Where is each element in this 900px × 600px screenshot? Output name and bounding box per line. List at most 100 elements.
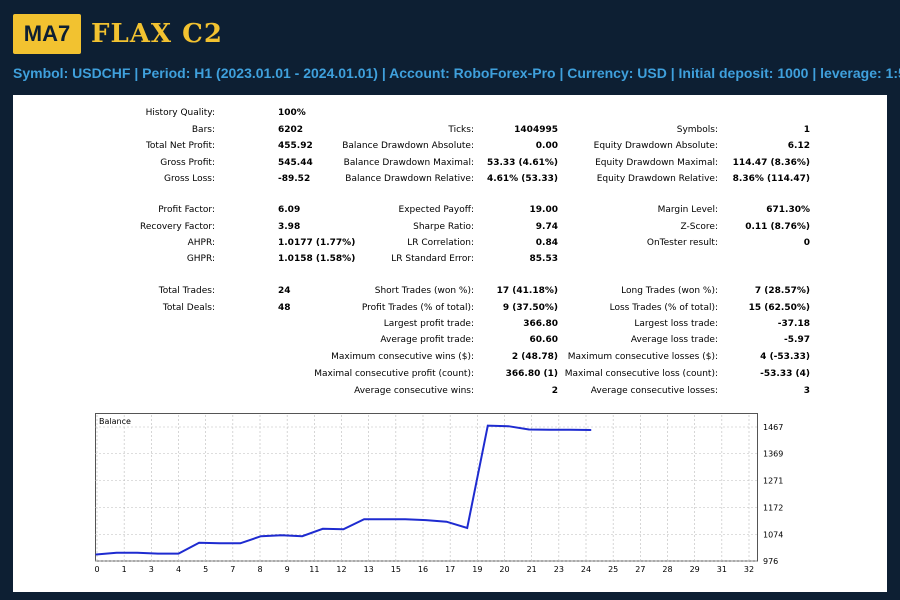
balance-point — [219, 542, 221, 544]
x-tick-label: 17 — [445, 565, 455, 574]
balance-point — [239, 542, 241, 544]
col2-value: 366.80 — [523, 319, 558, 329]
col2-label: Balance Drawdown Maximal: — [343, 158, 474, 168]
balance-point — [177, 553, 180, 555]
balance-point — [425, 519, 427, 521]
col2-value: 9.74 — [535, 222, 558, 232]
report-title: FLAX C2 — [91, 19, 223, 49]
balance-point — [466, 527, 468, 529]
col2-label: Expected Payoff: — [398, 205, 474, 215]
col3-label: Equity Drawdown Maximal: — [595, 158, 718, 168]
col3-value: 0 — [803, 238, 810, 248]
col3-value: 8.36% (114.47) — [732, 174, 810, 184]
balance-point — [260, 535, 262, 537]
balance-chart-svg: 0 1 3 4 5 7 8 9 11 12 13 15 16 17 19 20 21 23 24 25 27 28 29 31… — [94, 413, 783, 574]
x-tick-label: 24 — [581, 565, 591, 574]
col2-label: Sharpe Ratio: — [413, 222, 474, 232]
x-tick-label: 3 — [149, 565, 154, 574]
balance-point — [590, 429, 592, 431]
col1-label: Gross Loss: — [164, 174, 215, 184]
x-tick-label: 19 — [472, 565, 482, 574]
balance-point — [507, 425, 509, 427]
col3-label: Largest loss trade: — [634, 319, 718, 329]
col2-value: 0.00 — [535, 141, 558, 151]
col2-value: 0.84 — [535, 238, 558, 248]
col1-value: 48 — [278, 303, 291, 313]
col3-label: Maximum consecutive losses ($): — [567, 352, 718, 362]
x-tick-label: 9 — [285, 565, 290, 574]
col1-label: AHPR: — [187, 238, 215, 248]
x-tick-label: 31 — [717, 565, 727, 574]
col3-value: 671.30% — [766, 205, 810, 215]
col1-value: 3.98 — [278, 222, 301, 232]
col3-label: Long Trades (won %): — [621, 286, 718, 296]
col2-label: Largest profit trade: — [383, 319, 474, 329]
balance-point — [384, 518, 386, 520]
col1-label: Recovery Factor: — [139, 222, 215, 232]
x-tick-label: 11 — [309, 565, 319, 574]
col3-value: 7 (28.57%) — [754, 286, 810, 296]
y-tick-label: 1271 — [763, 476, 783, 485]
balance-point — [569, 429, 571, 431]
col3-value: -37.18 — [777, 319, 810, 329]
col2-label: Profit Trades (% of total): — [361, 303, 474, 313]
col2-value: 1404995 — [514, 125, 558, 135]
balance-point — [528, 428, 530, 431]
balance-point — [157, 553, 159, 555]
col3-label: Average loss trade: — [630, 335, 718, 345]
col2-label: Balance Drawdown Relative: — [345, 174, 474, 184]
x-tick-label: 20 — [499, 565, 509, 574]
col1-label: Profit Factor: — [158, 205, 215, 215]
col3-label: Average consecutive losses: — [590, 386, 718, 396]
balance-point — [301, 535, 303, 537]
col3-value: 15 (62.50%) — [748, 303, 810, 313]
balance-chart: 0 1 3 4 5 7 8 9 11 12 13 15 16 17 19 20 21 23 24 25 27 28 29 31… — [94, 413, 795, 593]
col1-value: 545.44 — [278, 158, 313, 168]
col3-label: OnTester result: — [646, 238, 718, 248]
x-tick-label: 13 — [364, 565, 374, 574]
col2-label: LR Standard Error: — [391, 254, 474, 264]
x-tick-label: 25 — [608, 565, 618, 574]
balance-point — [116, 552, 118, 554]
col3-value: 3 — [803, 386, 810, 396]
balance-point — [281, 534, 283, 536]
x-tick-label: 27 — [635, 565, 645, 574]
col1-label: Gross Profit: — [160, 158, 215, 168]
col2-value: 53.33 (4.61%) — [486, 158, 558, 168]
col2-label: LR Correlation: — [407, 238, 474, 248]
col2-label: Balance Drawdown Absolute: — [342, 141, 474, 151]
col1-label: History Quality: — [145, 108, 215, 118]
col2-value: 85.53 — [529, 254, 558, 264]
col1-label: Total Deals: — [162, 303, 215, 313]
x-tick-label: 7 — [230, 565, 235, 574]
balance-point — [198, 542, 200, 544]
x-tick-label: 29 — [690, 565, 700, 574]
balance-point — [342, 528, 344, 530]
col1-value: 100% — [278, 108, 306, 118]
x-tick-label: 28 — [662, 565, 672, 574]
x-tick-label: 5 — [203, 565, 208, 574]
x-tick-label: 21 — [527, 565, 537, 574]
x-tick-label: 8 — [257, 565, 262, 574]
col2-label: Maximum consecutive wins ($): — [331, 352, 474, 362]
col3-label: Loss Trades (% of total): — [609, 303, 718, 313]
col2-value: 9 (37.50%) — [502, 303, 558, 313]
col3-label: Equity Drawdown Absolute: — [593, 141, 718, 151]
chart-legend: Balance — [99, 417, 131, 426]
x-tick-label: 23 — [554, 565, 564, 574]
y-tick-label: 1467 — [763, 423, 783, 432]
col2-value: 2 (48.78) — [511, 352, 558, 362]
col2-label: Average consecutive wins: — [354, 386, 474, 396]
balance-point — [363, 518, 365, 520]
y-tick-label: 976 — [763, 557, 778, 566]
plot-frame — [95, 413, 758, 562]
col3-value: 4 (-53.33) — [760, 352, 810, 362]
col2-value: 17 (41.18%) — [496, 286, 558, 296]
x-tick-label: 12 — [336, 565, 346, 574]
report-panel: History Quality: 100% Bars: 6202 Total Net P… — [13, 95, 887, 592]
col2-value: 4.61% (53.33) — [486, 174, 558, 184]
col1-value: 6202 — [278, 125, 304, 135]
balance-point — [549, 429, 551, 431]
col1-label: Total Trades: — [158, 286, 215, 296]
col2-value: 366.80 (1) — [505, 369, 558, 379]
